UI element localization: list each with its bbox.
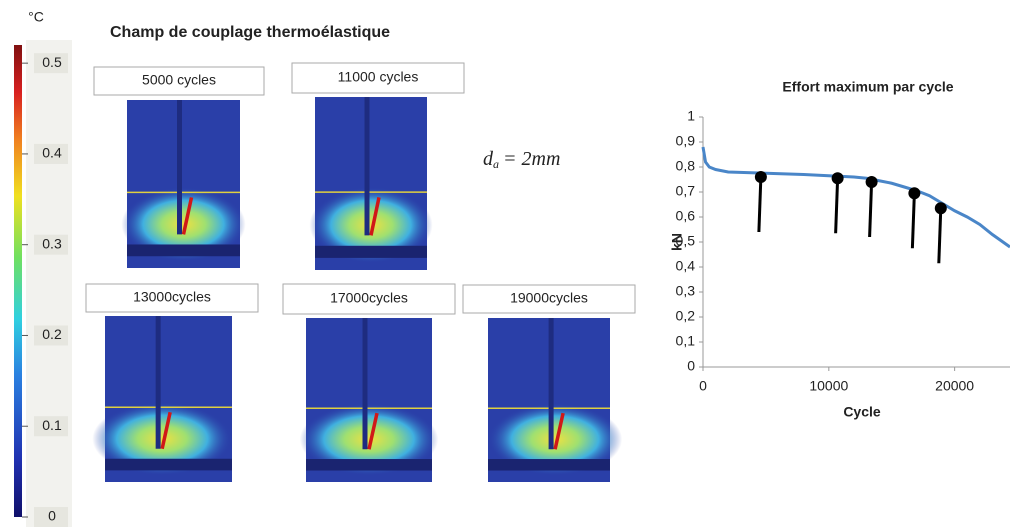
y-tick-label: 0,6	[676, 208, 696, 224]
thermal-image	[309, 97, 433, 270]
thermal-glow	[92, 402, 233, 476]
tick-label-box	[34, 53, 68, 74]
marker	[908, 187, 921, 200]
image-label: 17000cycles	[330, 290, 408, 306]
equation: da = 2mm	[483, 148, 560, 171]
colorbar-tick-label: 0.4	[42, 145, 62, 161]
tick-label-box	[34, 143, 68, 164]
y-tick-label: 0,2	[676, 308, 696, 324]
colorbar-tick-label: 0.3	[42, 235, 62, 251]
thermal-image	[92, 316, 233, 482]
y-tick-label: 0,4	[676, 258, 696, 274]
thermal-glow	[487, 403, 623, 476]
colorbar	[14, 45, 22, 517]
marker	[865, 176, 878, 188]
y-tick-label: 0,1	[676, 333, 696, 349]
y-tick-label: 1	[687, 108, 695, 124]
y-tick-label: 0,7	[676, 183, 696, 199]
marker	[831, 172, 844, 185]
image-label: 5000 cycles	[142, 72, 216, 88]
marker-stem	[757, 176, 763, 233]
y-tick-label: 0,9	[676, 133, 696, 149]
image-band	[127, 244, 240, 257]
tick-label-box	[34, 325, 68, 346]
x-axis-label: Cycle	[843, 404, 881, 420]
image-label: 13000cycles	[133, 289, 211, 305]
image-label-box	[462, 284, 636, 314]
marker	[754, 171, 767, 183]
image-label-box	[85, 283, 259, 313]
crack	[367, 412, 379, 450]
image-label: 19000cycles	[510, 290, 588, 306]
colorbar-unit: °C	[28, 9, 44, 25]
colorbar-tick-label: 0.2	[42, 326, 62, 342]
panel-title: Champ de couplage thermoélastique	[110, 24, 390, 41]
thermal-image	[299, 318, 439, 482]
x-tick-label: 20000	[935, 378, 974, 394]
marker-stem	[834, 178, 840, 234]
thermal-image	[487, 318, 623, 482]
y-tick-label: 0,8	[676, 158, 696, 174]
thermal-glow	[121, 187, 246, 262]
marker-stem	[937, 208, 943, 264]
equation-sub: a	[493, 157, 499, 171]
image-label-box	[282, 283, 456, 315]
colorbar-tick-label: 0	[48, 508, 56, 524]
image-band	[315, 245, 427, 258]
image-band	[105, 458, 232, 471]
x-tick-label: 10000	[809, 378, 848, 394]
marker-stem	[868, 181, 874, 238]
thermal-image	[121, 100, 246, 268]
image-label: 11000 cycles	[338, 69, 419, 85]
tick-label-box	[34, 234, 68, 255]
image-band	[306, 459, 432, 471]
crack	[181, 197, 194, 235]
image-label-box	[93, 66, 265, 96]
y-tick-label: 0	[687, 358, 695, 374]
marker-stem	[910, 193, 916, 249]
y-axis-label: kN	[669, 233, 685, 251]
crack	[160, 411, 172, 450]
image-band	[488, 459, 610, 471]
thermal-glow	[299, 403, 439, 476]
crack	[553, 412, 565, 450]
crack	[369, 196, 381, 236]
tick-label-box	[34, 507, 68, 527]
equation-rest: = 2mm	[503, 148, 560, 170]
y-tick-label: 0,3	[676, 283, 696, 299]
series-line	[701, 146, 1010, 249]
x-tick-label: 0	[699, 378, 707, 394]
tick-label-box	[34, 416, 68, 437]
colorbar-tick-label: 0.1	[42, 417, 62, 433]
chart-title: Effort maximum par cycle	[782, 79, 953, 95]
colorbar-tick-label: 0.5	[42, 54, 62, 70]
image-label-box	[291, 62, 465, 94]
y-tick-label: 0,5	[676, 233, 696, 249]
equation-base: d	[483, 148, 494, 170]
colorbar-tick-panel	[26, 40, 72, 527]
thermal-glow	[309, 186, 433, 264]
marker	[934, 202, 947, 215]
